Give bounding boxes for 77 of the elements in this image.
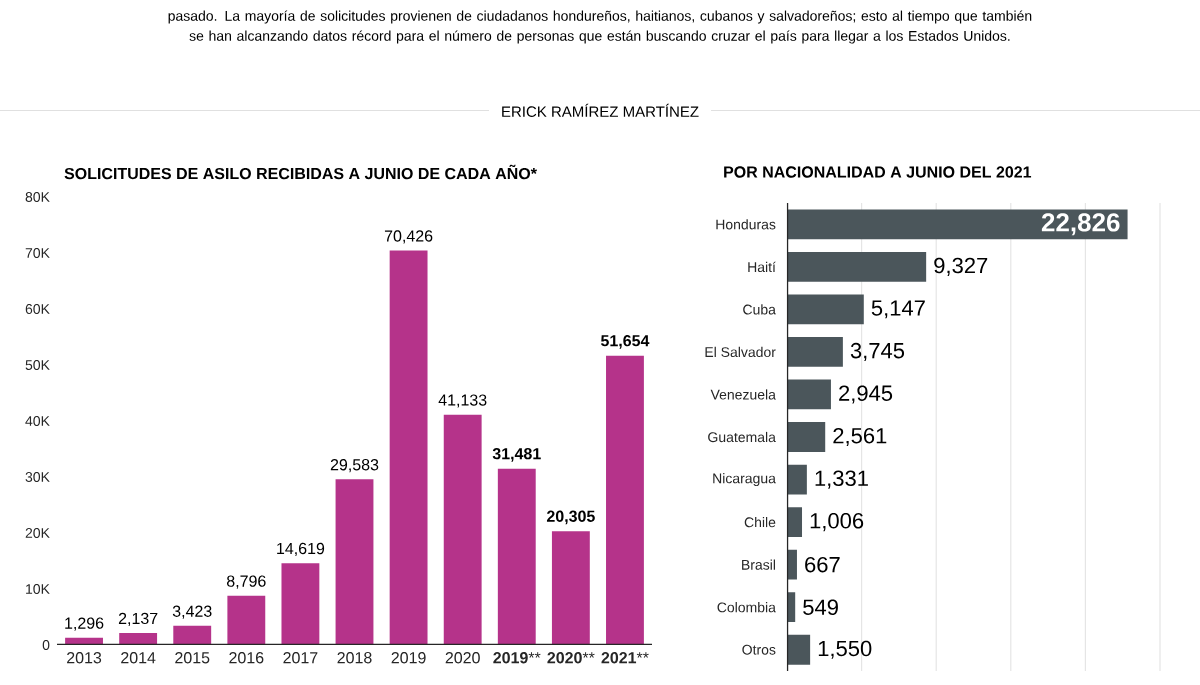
data-label: 2,561 bbox=[833, 428, 887, 447]
y-tick-label: 40K bbox=[25, 416, 50, 427]
bar bbox=[787, 464, 807, 495]
y-tick-label: Otros bbox=[742, 644, 776, 655]
y-tick-label: 30K bbox=[25, 472, 50, 483]
y-tick-label: El Salvador bbox=[705, 346, 776, 358]
y-tick-label: 60K bbox=[25, 304, 50, 315]
bar bbox=[787, 209, 1128, 240]
y-tick-label: Chile bbox=[744, 517, 776, 528]
data-label: 51,654 bbox=[600, 335, 650, 349]
bar bbox=[173, 625, 212, 646]
y-tick-label: Brasil bbox=[742, 559, 775, 570]
y-tick-label: Colombia bbox=[717, 602, 776, 613]
data-label: 20,305 bbox=[546, 510, 595, 525]
x-tick-label: 2019 bbox=[391, 652, 426, 664]
bar bbox=[551, 531, 590, 646]
bar bbox=[787, 634, 811, 665]
bar bbox=[119, 633, 158, 646]
bar bbox=[335, 479, 374, 646]
text: pasado. La mayoría de solicitudes provienen de ciudadanos hondureños, haitianos, cubanos y salvadoreños; esto al tiempo que también se han alcanzando datos récord para el número de personas que están buscando cruzar el país para llegar a los Estados Unidos. bbox=[168, 10, 1032, 44]
data-label: 70,426 bbox=[384, 230, 433, 244]
bar bbox=[497, 468, 536, 646]
x-tick-label: 2018 bbox=[337, 652, 372, 664]
y-tick-label: Nicaragua bbox=[713, 473, 776, 487]
y-tick-label: 50K bbox=[25, 360, 50, 371]
y-tick-label: 80K bbox=[25, 192, 50, 203]
bar bbox=[787, 549, 797, 580]
x-tick-label: 2020 bbox=[445, 652, 480, 664]
data-label: 41,133 bbox=[438, 394, 487, 408]
data-label: 14,619 bbox=[277, 542, 325, 557]
y-tick-label: 10K bbox=[26, 584, 50, 595]
data-label: 5,147 bbox=[871, 300, 925, 319]
chart-title: SOLICITUDES DE ASILO RECIBIDAS A JUNIO DE CADA AÑO* bbox=[64, 164, 537, 180]
x-tick-label: 2016 bbox=[229, 652, 264, 664]
bar bbox=[389, 250, 428, 646]
x-tick-label: 2015 bbox=[175, 652, 210, 664]
bar bbox=[227, 595, 266, 646]
data-label: 2,945 bbox=[839, 385, 893, 404]
y-tick-label: 70K bbox=[25, 248, 50, 259]
data-label: 1,550 bbox=[818, 640, 872, 659]
data-label: 22,826 bbox=[1041, 213, 1120, 236]
y-tick-label: 20K bbox=[25, 528, 50, 539]
x-tick-label: 2014 bbox=[121, 652, 156, 664]
y-tick-label: Venezuela bbox=[710, 389, 776, 400]
data-label: 2,137 bbox=[118, 612, 158, 627]
data-label: 1,006 bbox=[810, 513, 864, 532]
y-tick-label: Haití bbox=[748, 261, 776, 273]
bar bbox=[443, 414, 482, 646]
data-label: 549 bbox=[803, 599, 838, 616]
bar bbox=[606, 355, 644, 646]
y-tick-label: Cuba bbox=[743, 304, 776, 315]
y-tick-label: 0 bbox=[42, 640, 50, 651]
bar bbox=[787, 379, 831, 410]
bar bbox=[281, 563, 320, 646]
bar bbox=[787, 422, 826, 453]
x-tick-label: 2019** bbox=[493, 652, 541, 664]
data-label: 3,745 bbox=[850, 342, 905, 362]
data-label: 9,327 bbox=[934, 257, 988, 277]
x-tick-label: 2021** bbox=[601, 652, 649, 664]
data-label: 31,481 bbox=[492, 448, 541, 462]
bar bbox=[787, 337, 843, 367]
bar bbox=[787, 507, 803, 538]
y-tick-label: Honduras bbox=[716, 219, 776, 230]
y-tick-label: Guatemala bbox=[708, 432, 776, 443]
text: ERICK RAMÍREZ MARTÍNEZ bbox=[502, 103, 699, 118]
data-label: 1,331 bbox=[815, 470, 868, 489]
x-tick-label: 2020** bbox=[547, 652, 595, 664]
data-label: 8,796 bbox=[226, 575, 266, 589]
data-label: 29,583 bbox=[330, 459, 379, 473]
data-label: 1,296 bbox=[65, 617, 104, 631]
x-tick-label: 2017 bbox=[283, 652, 318, 664]
x-tick-label: 2013 bbox=[67, 652, 102, 664]
bar bbox=[787, 294, 864, 325]
bar bbox=[787, 252, 927, 282]
chart-title: POR NACIONALIDAD A JUNIO DEL 2021 bbox=[724, 166, 1032, 178]
data-label: 3,423 bbox=[172, 605, 212, 619]
data-label: 667 bbox=[805, 557, 840, 573]
